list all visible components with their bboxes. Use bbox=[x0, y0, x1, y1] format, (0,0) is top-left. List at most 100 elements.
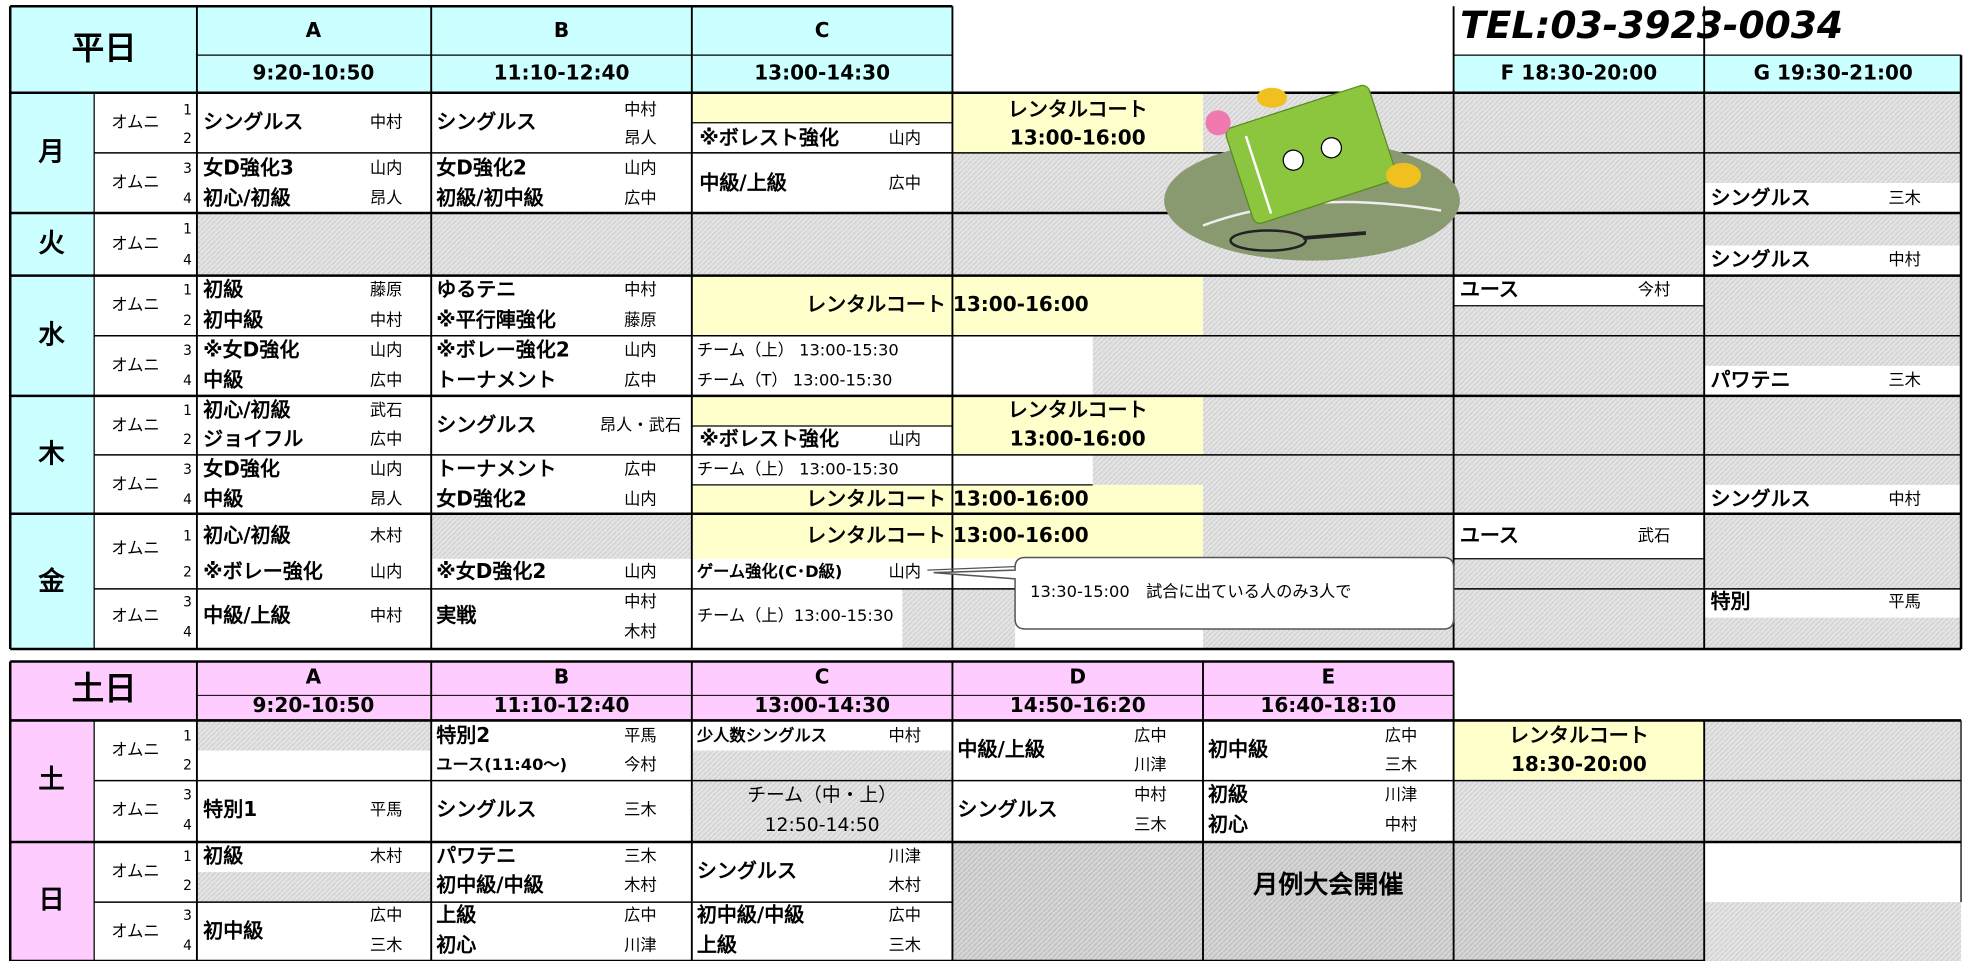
coach-name: 平馬 bbox=[370, 800, 403, 819]
coach-name: 川津 bbox=[624, 935, 657, 954]
coach-name: 山内 bbox=[889, 562, 922, 581]
class-name: 中級 bbox=[203, 367, 243, 391]
coach-name: 木村 bbox=[624, 875, 657, 894]
court-number: 2 bbox=[183, 131, 192, 147]
event-label: 月例大会開催 bbox=[1252, 870, 1403, 899]
header-label: C bbox=[815, 664, 830, 688]
cell-background bbox=[196, 720, 432, 751]
court-number: 1 bbox=[183, 849, 192, 865]
cell-background bbox=[10, 513, 95, 650]
coach-name: 広中 bbox=[889, 174, 922, 193]
cell-background bbox=[1704, 212, 1962, 246]
court-number: 4 bbox=[183, 373, 192, 389]
class-name: シングルス bbox=[957, 797, 1057, 821]
coach-name: 中村 bbox=[1385, 815, 1418, 834]
class-name: ゲーム強化(C･D級) bbox=[697, 562, 843, 581]
court-number: 1 bbox=[183, 729, 192, 745]
coach-name: 昂人 bbox=[370, 489, 403, 508]
court-number: 1 bbox=[183, 102, 192, 118]
header-label: 11:10-12:40 bbox=[494, 693, 630, 717]
table-title: 平日 bbox=[72, 29, 137, 67]
class-name: ※ボレー強化 bbox=[203, 559, 323, 583]
court-surface: オムニ bbox=[111, 112, 159, 131]
cell-background bbox=[1704, 395, 1962, 485]
backgrounds bbox=[10, 6, 1962, 961]
coach-name: 山内 bbox=[370, 159, 403, 178]
header-label: レンタルコート bbox=[1008, 397, 1148, 421]
note: 12:50-14:50 bbox=[765, 815, 880, 836]
cell-background bbox=[196, 872, 432, 903]
class-name: ジョイフル bbox=[203, 426, 303, 450]
coach-name: 中村 bbox=[1888, 489, 1921, 508]
cell-background bbox=[902, 588, 1016, 650]
court-number: 1 bbox=[183, 528, 192, 544]
court-surface: オムニ bbox=[111, 740, 159, 759]
coach-name: 三木 bbox=[889, 935, 922, 954]
coach-name: 広中 bbox=[624, 459, 657, 478]
coach-name: 広中 bbox=[1385, 726, 1418, 745]
cell-background bbox=[1203, 513, 1454, 559]
grid bbox=[8, 5, 1963, 961]
cell-background bbox=[1704, 513, 1962, 589]
cell-background bbox=[10, 395, 95, 514]
cell-background bbox=[1453, 55, 1962, 93]
court-surface: オムニ bbox=[111, 862, 159, 881]
class-name: 初心 bbox=[436, 932, 476, 956]
class-name: ユース bbox=[1460, 277, 1519, 301]
cell-background bbox=[691, 750, 953, 781]
coach-name: 広中 bbox=[624, 189, 657, 208]
class-name: シングルス bbox=[436, 412, 536, 436]
court-number: 3 bbox=[183, 462, 192, 478]
cell-background bbox=[10, 661, 1454, 721]
cell-background bbox=[1704, 720, 1962, 781]
coach-name: 山内 bbox=[889, 429, 922, 448]
class-name: 中級/上級 bbox=[957, 737, 1044, 761]
cell-background bbox=[691, 92, 1204, 123]
coach-name: 武石 bbox=[1638, 526, 1671, 545]
header-label: 13:00-14:30 bbox=[754, 60, 890, 84]
coach-name: 中村 bbox=[1134, 785, 1167, 804]
coach-name: 中村 bbox=[624, 592, 657, 611]
cell-background bbox=[10, 212, 95, 276]
note: チーム（T） 13:00-15:30 bbox=[697, 370, 893, 389]
phone-number: TEL:03-3923-0034 bbox=[1460, 3, 1843, 47]
cell-background bbox=[1203, 275, 1454, 336]
class-name: 初中級/中級 bbox=[697, 902, 804, 926]
court-number: 1 bbox=[183, 403, 192, 419]
coach-name: 三木 bbox=[1385, 755, 1418, 774]
coach-name: 山内 bbox=[370, 340, 403, 359]
header-label: B bbox=[554, 664, 569, 688]
coach-name: 武石 bbox=[370, 400, 403, 419]
cell-background bbox=[952, 122, 1204, 153]
header-label: 11:10-12:40 bbox=[494, 60, 630, 84]
header-label: 14:50-16:20 bbox=[1010, 693, 1146, 717]
class-name: ユース bbox=[1460, 523, 1519, 547]
day-name: 月 bbox=[37, 137, 64, 167]
class-name: 実戦 bbox=[436, 603, 477, 627]
coach-name: 中村 bbox=[889, 726, 922, 745]
class-name: シングルス bbox=[1710, 186, 1810, 210]
cell-background bbox=[10, 720, 95, 842]
class-name: シングルス bbox=[697, 859, 797, 883]
cell-background bbox=[691, 395, 1204, 426]
class-name: パワテニ bbox=[436, 844, 516, 868]
header-label: B bbox=[554, 18, 569, 42]
class-name: 特別1 bbox=[203, 797, 257, 821]
cell-background bbox=[691, 275, 1204, 336]
court-number: 3 bbox=[183, 595, 192, 611]
coach-name: 山内 bbox=[370, 562, 403, 581]
court-surface: オムニ bbox=[111, 415, 159, 434]
class-name: ※女D強化2 bbox=[436, 559, 546, 583]
cell-background bbox=[1704, 902, 1962, 961]
coach-name: 木村 bbox=[889, 875, 922, 894]
court-number: 4 bbox=[183, 938, 192, 954]
class-name: 初級 bbox=[1208, 782, 1248, 806]
court-number: 3 bbox=[183, 788, 192, 804]
coach-name: 広中 bbox=[624, 905, 657, 924]
court-surface: オムニ bbox=[111, 538, 159, 557]
cell-background bbox=[691, 513, 1204, 559]
coach-name: 三木 bbox=[1888, 189, 1921, 208]
mascot bbox=[1164, 84, 1460, 261]
court-surface: オムニ bbox=[111, 355, 159, 374]
header-label: 16:40-18:10 bbox=[1260, 693, 1396, 717]
